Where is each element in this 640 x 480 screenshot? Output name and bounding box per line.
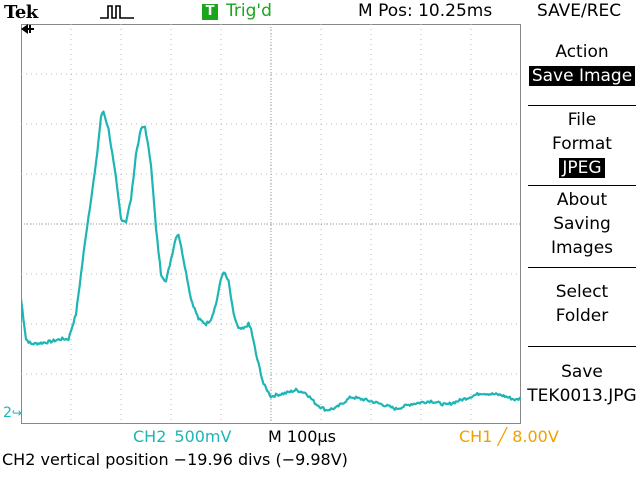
file-format-value: JPEG [559, 158, 605, 178]
menu-divider [528, 267, 636, 268]
select-label: Select [555, 282, 609, 302]
trigger-status: Trig'd [226, 1, 272, 21]
ground-arrow-icon: ↪ [11, 406, 22, 420]
action-value: Save Image [528, 66, 636, 86]
horizontal-position-readout: M Pos: 10.25ms [358, 1, 493, 21]
ch2-waveform-trace [21, 110, 521, 412]
graticule-grid [21, 24, 521, 424]
brand-logo: Tek [4, 2, 38, 23]
ch2-volts-per-div: 500mV [174, 427, 232, 446]
about-label-2: Saving [553, 214, 611, 234]
file-format-label-2: Format [552, 134, 612, 154]
ch2-label: CH2 [133, 427, 167, 446]
save-rec-menu: Action Save Image File Format JPEG About… [524, 24, 640, 428]
about-saving-images-button[interactable]: About Saving Images [524, 188, 640, 260]
menu-title: SAVE/REC [537, 1, 622, 21]
trigger-status-icon: T [202, 4, 218, 20]
about-label-3: Images [550, 238, 614, 258]
ch2-ground-marker: 2↪ [3, 405, 22, 421]
folder-label: Folder [555, 306, 609, 326]
save-label: Save [561, 362, 603, 382]
pulse-acquisition-icon [100, 5, 134, 19]
action-label: Action [555, 42, 609, 62]
save-filename: TEK0013.JPG [527, 386, 637, 406]
ch2-scale-readout: CH2 500mV [133, 427, 231, 446]
status-message: CH2 vertical position −19.96 divs (−9.98… [2, 450, 348, 469]
select-folder-button[interactable]: Select Folder [524, 280, 640, 328]
trigger-readout: CH1 ╱ 8.00V [459, 427, 559, 446]
timebase-readout: M 100µs [268, 427, 336, 446]
trigger-position-arrow-icon [21, 24, 34, 34]
graticule-display [21, 24, 521, 424]
menu-divider [528, 185, 636, 186]
action-menu-button[interactable]: Action Save Image [524, 40, 640, 88]
file-format-label: File [567, 110, 597, 130]
menu-divider [528, 105, 636, 106]
file-format-button[interactable]: File Format JPEG [524, 108, 640, 180]
about-label-1: About [556, 190, 608, 210]
menu-divider [528, 346, 636, 347]
save-file-button[interactable]: Save TEK0013.JPG [524, 360, 640, 408]
